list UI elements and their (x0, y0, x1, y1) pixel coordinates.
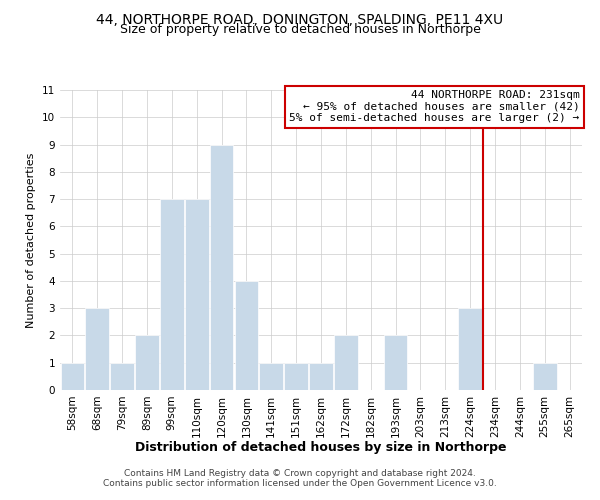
Bar (110, 362, 134, 390)
Bar (85, 308, 109, 390)
Text: Size of property relative to detached houses in Northorpe: Size of property relative to detached ho… (119, 22, 481, 36)
Bar (334, 336, 358, 390)
Text: 44 NORTHORPE ROAD: 231sqm
← 95% of detached houses are smaller (42)
5% of semi-d: 44 NORTHORPE ROAD: 231sqm ← 95% of detac… (289, 90, 580, 123)
Bar (284, 362, 308, 390)
Bar (309, 362, 333, 390)
Bar (259, 362, 283, 390)
X-axis label: Distribution of detached houses by size in Northorpe: Distribution of detached houses by size … (135, 441, 507, 454)
Bar (135, 336, 159, 390)
Bar (384, 336, 407, 390)
Text: Contains HM Land Registry data © Crown copyright and database right 2024.: Contains HM Land Registry data © Crown c… (124, 468, 476, 477)
Bar (210, 144, 233, 390)
Bar (235, 281, 258, 390)
Bar (185, 199, 209, 390)
Y-axis label: Number of detached properties: Number of detached properties (26, 152, 37, 328)
Text: Contains public sector information licensed under the Open Government Licence v3: Contains public sector information licen… (103, 478, 497, 488)
Bar (61, 362, 84, 390)
Bar (533, 362, 557, 390)
Text: 44, NORTHORPE ROAD, DONINGTON, SPALDING, PE11 4XU: 44, NORTHORPE ROAD, DONINGTON, SPALDING,… (97, 12, 503, 26)
Bar (160, 199, 184, 390)
Bar (458, 308, 482, 390)
